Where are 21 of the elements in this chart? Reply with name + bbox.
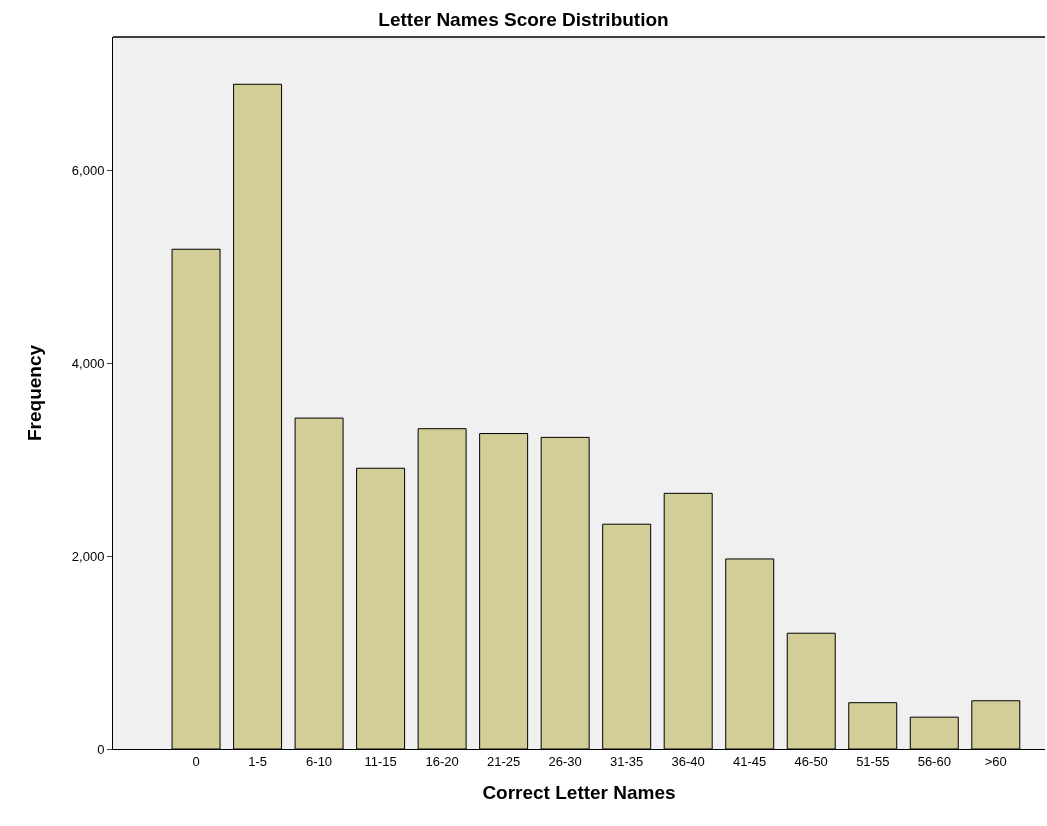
y-tick-label: 6,000 [71,162,105,178]
x-tick-label: 56-60 [917,753,951,769]
x-tick-label: >60 [984,753,1007,769]
x-tick-label: 21-25 [487,753,521,769]
x-tick-label: 46-50 [794,753,828,769]
x-tick-label: 51-55 [856,753,890,769]
y-tick-label: 2,000 [71,548,105,564]
x-tick-label: 26-30 [548,753,582,769]
y-axis-title: Frequency [23,344,45,442]
x-tick-label: 6-10 [306,753,333,769]
chart-title: Letter Names Score Distribution [378,8,669,30]
x-tick-label: 41-45 [733,753,767,769]
x-tick-label: 16-20 [425,753,459,769]
x-tick-label: 1-5 [248,753,267,769]
x-tick-label: 31-35 [610,753,644,769]
x-tick-label: 0 [192,753,200,769]
y-tick-label: 4,000 [71,355,105,371]
x-tick-label: 36-40 [671,753,705,769]
x-tick-label: 11-15 [364,753,397,769]
x-axis-title: Correct Letter Names [482,782,676,804]
y-tick-label: 0 [97,741,105,757]
